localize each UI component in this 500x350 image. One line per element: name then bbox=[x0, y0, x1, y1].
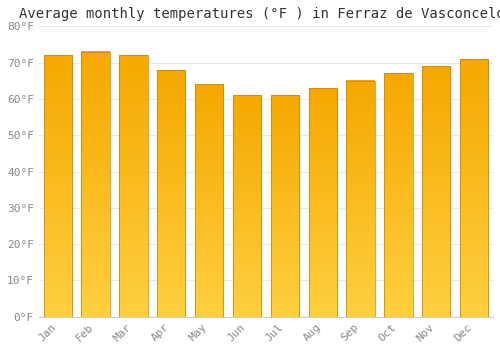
Bar bbox=[270, 95, 299, 317]
Bar bbox=[384, 74, 412, 317]
Title: Average monthly temperatures (°F ) in Ferraz de Vasconcelos: Average monthly temperatures (°F ) in Fe… bbox=[19, 7, 500, 21]
Bar bbox=[346, 81, 375, 317]
Bar bbox=[233, 95, 261, 317]
Bar bbox=[82, 52, 110, 317]
Bar bbox=[195, 84, 224, 317]
Bar bbox=[460, 59, 488, 317]
Bar bbox=[44, 55, 72, 317]
Bar bbox=[422, 66, 450, 317]
Bar bbox=[308, 88, 337, 317]
Bar bbox=[119, 55, 148, 317]
Bar bbox=[157, 70, 186, 317]
